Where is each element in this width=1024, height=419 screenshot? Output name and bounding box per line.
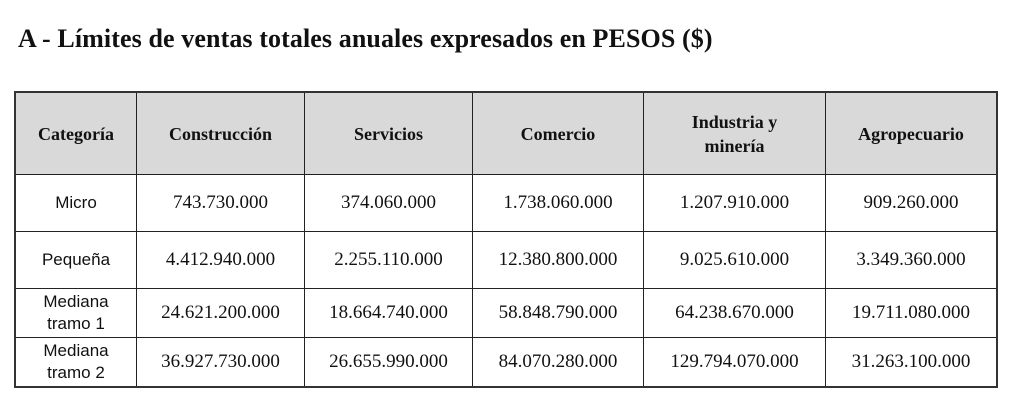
header-industria-mineria-label: Industria y minería [691, 111, 778, 156]
header-servicios: Servicios [304, 91, 473, 175]
cell-industria-mineria: 9.025.610.000 [643, 231, 826, 289]
cell-industria-mineria: 129.794.070.000 [643, 337, 826, 388]
header-categoria: Categoría [14, 91, 137, 175]
table-row: Micro 743.730.000 374.060.000 1.738.060.… [14, 174, 998, 232]
row-category-label: Mediana tramo 2 [43, 341, 109, 382]
table-row: Mediana tramo 2 36.927.730.000 26.655.99… [14, 337, 998, 388]
cell-servicios: 374.060.000 [304, 174, 473, 232]
table-row: Mediana tramo 1 24.621.200.000 18.664.74… [14, 288, 998, 338]
header-agropecuario: Agropecuario [825, 91, 998, 175]
cell-industria-mineria: 1.207.910.000 [643, 174, 826, 232]
cell-servicios: 26.655.990.000 [304, 337, 473, 388]
row-category: Pequeña [14, 231, 137, 289]
cell-servicios: 18.664.740.000 [304, 288, 473, 338]
cell-agropecuario: 3.349.360.000 [825, 231, 998, 289]
row-category: Mediana tramo 1 [14, 288, 137, 338]
cell-construccion: 4.412.940.000 [136, 231, 305, 289]
table-row: Pequeña 4.412.940.000 2.255.110.000 12.3… [14, 231, 998, 289]
cell-agropecuario: 909.260.000 [825, 174, 998, 232]
cell-industria-mineria: 64.238.670.000 [643, 288, 826, 338]
sales-limits-table: Categoría Construcción Servicios Comerci… [14, 91, 998, 388]
page-title: A - Límites de ventas totales anuales ex… [18, 24, 713, 53]
cell-construccion: 743.730.000 [136, 174, 305, 232]
header-comercio: Comercio [472, 91, 644, 175]
row-category: Mediana tramo 2 [14, 337, 137, 388]
row-category-label: Mediana tramo 1 [43, 292, 109, 333]
table-header-row: Categoría Construcción Servicios Comerci… [14, 91, 998, 175]
cell-comercio: 84.070.280.000 [472, 337, 644, 388]
cell-comercio: 1.738.060.000 [472, 174, 644, 232]
cell-comercio: 12.380.800.000 [472, 231, 644, 289]
cell-agropecuario: 19.711.080.000 [825, 288, 998, 338]
cell-construccion: 24.621.200.000 [136, 288, 305, 338]
row-category: Micro [14, 174, 137, 232]
cell-construccion: 36.927.730.000 [136, 337, 305, 388]
cell-comercio: 58.848.790.000 [472, 288, 644, 338]
header-industria-mineria: Industria y minería [643, 91, 826, 175]
cell-agropecuario: 31.263.100.000 [825, 337, 998, 388]
cell-servicios: 2.255.110.000 [304, 231, 473, 289]
header-construccion: Construcción [136, 91, 305, 175]
